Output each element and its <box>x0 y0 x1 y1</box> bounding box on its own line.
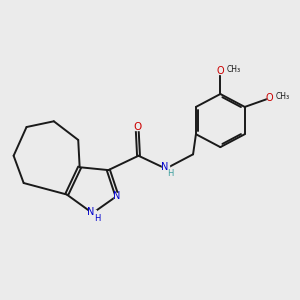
Text: N: N <box>161 162 168 172</box>
Text: O: O <box>217 66 224 76</box>
Bar <box>162 165 169 172</box>
Text: O: O <box>265 93 273 103</box>
Text: CH₃: CH₃ <box>227 65 241 74</box>
Text: CH₃: CH₃ <box>275 92 290 101</box>
Bar <box>89 210 96 217</box>
Text: N: N <box>113 191 121 201</box>
Text: H: H <box>94 214 101 223</box>
Text: O: O <box>133 122 141 132</box>
Text: H: H <box>167 169 174 178</box>
Bar <box>267 95 274 101</box>
Bar <box>134 124 140 130</box>
Bar <box>219 68 225 74</box>
Bar <box>114 193 120 199</box>
Text: N: N <box>88 207 95 217</box>
